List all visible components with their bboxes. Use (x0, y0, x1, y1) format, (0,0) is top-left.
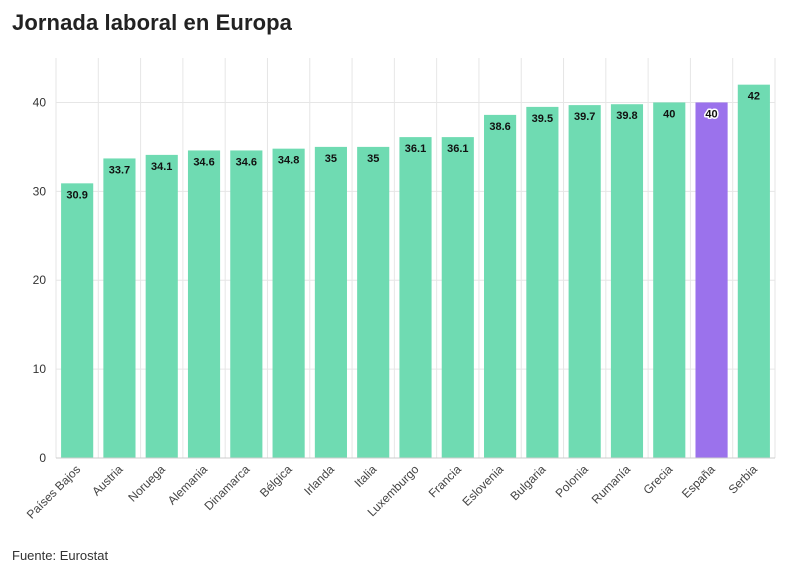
data-label: 34.6 (193, 156, 214, 168)
data-label: 39.8 (616, 110, 637, 122)
data-label: 35 (325, 153, 337, 165)
data-label: 30.9 (66, 189, 87, 201)
data-labels: 30.9 33.7 34.1 34.6 34.6 34.8 35 35 36.1 36.1 38.6… (65, 89, 762, 203)
x-tick-label: Bélgica (257, 462, 295, 500)
bar (441, 137, 474, 458)
bar (399, 137, 432, 458)
y-tick-label: 20 (33, 273, 47, 287)
data-label: 33.7 (109, 164, 130, 176)
data-label: 34.6 (236, 156, 257, 168)
x-tick-label: Rumanía (589, 462, 634, 507)
data-label: 35 (367, 153, 379, 165)
x-tick-label: Serbia (726, 462, 761, 497)
y-tick-label: 10 (33, 362, 47, 376)
x-tick-label: Italia (351, 462, 379, 490)
x-tick-label: Francia (426, 462, 464, 500)
bar (568, 105, 601, 458)
x-tick-label: Austria (89, 462, 126, 499)
bars (61, 84, 770, 459)
bar (695, 102, 728, 458)
bar (145, 154, 178, 458)
data-label: 40 (705, 108, 717, 120)
bar (230, 150, 263, 458)
y-tick-label: 0 (39, 451, 46, 465)
bar (526, 106, 559, 458)
y-tick-label: 30 (33, 184, 47, 198)
bar (187, 150, 221, 458)
bar (314, 146, 347, 458)
source-note: Fuente: Eurostat (12, 548, 109, 563)
data-label: 38.6 (489, 121, 510, 133)
bar (272, 148, 305, 458)
bar (61, 183, 94, 459)
bar (653, 102, 686, 458)
data-label: 39.5 (532, 113, 553, 125)
data-label: 34.1 (151, 161, 172, 173)
x-tick-label: España (679, 462, 718, 501)
data-label: 42 (748, 91, 760, 103)
bar (737, 84, 770, 459)
x-tick-label: Países Bajos (24, 462, 83, 521)
data-label: 40 (663, 108, 675, 120)
x-tick-label: Eslovenia (460, 462, 507, 509)
bar (357, 146, 390, 458)
bar (484, 114, 517, 458)
bar (103, 158, 136, 458)
x-tick-label: Dinamarca (202, 462, 253, 513)
x-tick-label: Polonia (553, 462, 591, 500)
x-tick-label: Bulgaria (507, 462, 548, 503)
x-tick-label: Irlanda (301, 462, 337, 498)
x-tick-label: Grecia (640, 462, 675, 497)
data-label: 36.1 (447, 143, 468, 155)
data-label: 36.1 (405, 143, 426, 155)
x-tick-label: Noruega (125, 462, 168, 505)
y-tick-label: 40 (33, 95, 47, 109)
data-label: 39.7 (574, 111, 595, 123)
bar (610, 104, 644, 458)
chart-title: Jornada laboral en Europa (12, 10, 293, 35)
data-label: 34.8 (278, 155, 299, 167)
